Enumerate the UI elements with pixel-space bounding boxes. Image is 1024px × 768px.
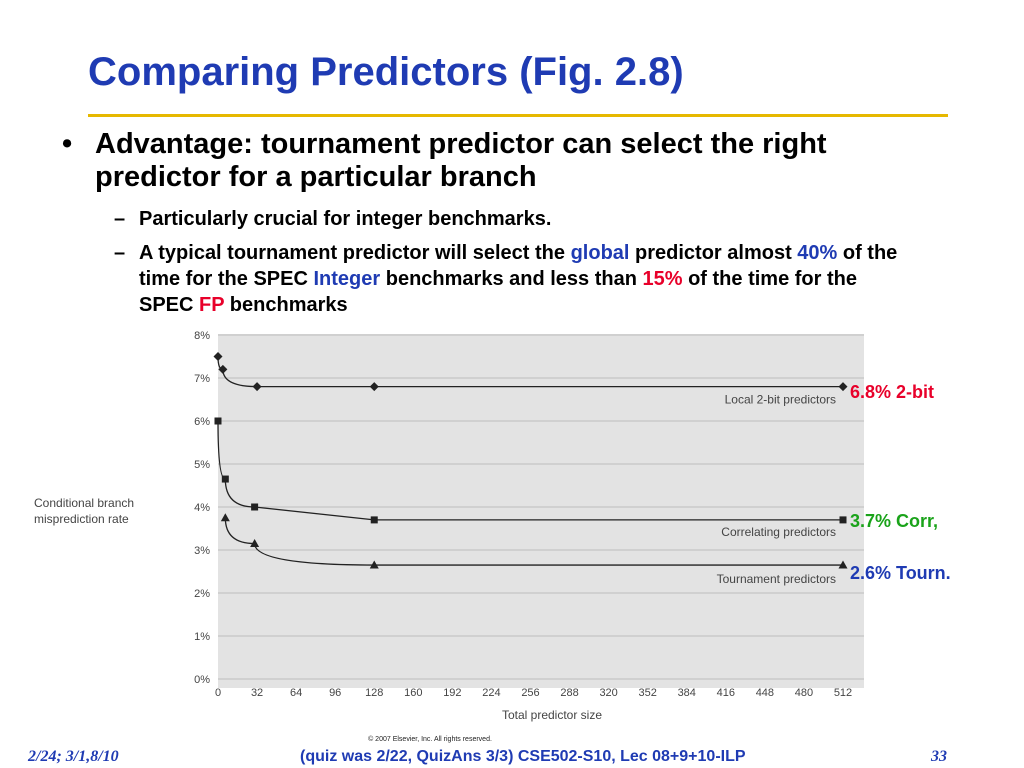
series-group: Local 2-bit predictors Correlating predic… bbox=[213, 352, 848, 586]
x-tick-label: 224 bbox=[482, 687, 500, 699]
data-point bbox=[839, 516, 847, 524]
grid-lines bbox=[218, 334, 864, 680]
x-tick-label: 256 bbox=[521, 687, 539, 699]
x-tick-label: 192 bbox=[443, 687, 461, 699]
x-tick-label: 512 bbox=[834, 687, 852, 699]
misprediction-chart: 0% 1% 2% 3% 4% 5% 6% 7% 8% 0 32 64 96 128 160 192 224 25… bbox=[34, 330, 864, 743]
sub-bullet-1-text: Particularly crucial for integer benchma… bbox=[139, 208, 552, 230]
data-point bbox=[252, 382, 262, 392]
text-run: benchmarks bbox=[224, 294, 348, 316]
sub-bullet-marker: – bbox=[114, 242, 126, 264]
text-run: of the time for the SPEC bbox=[139, 242, 898, 290]
series-label: Tournament predictors bbox=[717, 572, 836, 586]
data-point bbox=[369, 560, 379, 569]
x-tick-label: 384 bbox=[678, 687, 696, 699]
footer-dates: 2/24; 3/1,8/10 bbox=[28, 748, 119, 765]
annotation-correlating: 3.7% Corr, bbox=[850, 511, 939, 531]
slide-number: 33 bbox=[931, 748, 947, 765]
y-tick-label: 1% bbox=[194, 631, 210, 643]
y-tick-label: 4% bbox=[194, 502, 210, 514]
data-point bbox=[838, 382, 848, 392]
y-tick-label: 8% bbox=[194, 330, 210, 342]
text-run: A typical tournament predictor will sele… bbox=[139, 242, 571, 264]
plot-area bbox=[218, 334, 864, 688]
data-point bbox=[250, 539, 260, 548]
slide-title: Comparing Predictors (Fig. 2.8) bbox=[88, 50, 684, 94]
highlight-40-percent: 40% bbox=[797, 242, 838, 264]
data-point bbox=[220, 513, 230, 522]
series-label: Correlating predictors bbox=[721, 525, 836, 539]
x-tick-label: 480 bbox=[795, 687, 813, 699]
x-tick-label: 32 bbox=[251, 687, 263, 699]
series-line bbox=[224, 517, 843, 566]
data-point bbox=[370, 516, 378, 524]
data-point bbox=[221, 475, 229, 483]
highlight-global: global bbox=[570, 242, 630, 264]
y-tick-label: 7% bbox=[194, 373, 210, 385]
series-label: Local 2-bit predictors bbox=[725, 393, 836, 407]
x-tick-label: 128 bbox=[365, 687, 383, 699]
data-point bbox=[251, 503, 259, 511]
x-tick-label: 416 bbox=[717, 687, 735, 699]
y-tick-label: 5% bbox=[194, 459, 210, 471]
y-tick-label: 2% bbox=[194, 588, 210, 600]
data-point bbox=[214, 417, 222, 425]
annotation-tournament: 2.6% Tourn. bbox=[850, 563, 951, 583]
y-axis-label-line: misprediction rate bbox=[34, 512, 129, 526]
x-tick-label: 320 bbox=[599, 687, 617, 699]
x-tick-labels: 0 32 64 96 128 160 192 224 256 288 320 352 384 416 448… bbox=[215, 687, 852, 699]
x-tick-label: 448 bbox=[756, 687, 774, 699]
x-tick-label: 288 bbox=[560, 687, 578, 699]
x-tick-label: 64 bbox=[290, 687, 302, 699]
y-tick-labels: 0% 1% 2% 3% 4% 5% 6% 7% 8% bbox=[194, 330, 210, 686]
text-run: benchmarks and less than bbox=[380, 268, 643, 290]
y-axis-label-line: Conditional branch bbox=[34, 496, 134, 510]
highlight-15-percent: 15% bbox=[642, 268, 683, 290]
data-point bbox=[838, 560, 848, 569]
text-run: predictor almost bbox=[629, 242, 798, 264]
y-tick-label: 0% bbox=[194, 674, 210, 686]
y-tick-label: 6% bbox=[194, 416, 210, 428]
data-point bbox=[369, 382, 379, 392]
x-tick-label: 96 bbox=[329, 687, 341, 699]
sub-bullet-2-text: A typical tournament predictor will sele… bbox=[139, 240, 909, 318]
text-run: of the time for the SPEC bbox=[139, 268, 857, 316]
highlight-integer: Integer bbox=[313, 268, 381, 290]
footer-course: (quiz was 2/22, QuizAns 3/3) CSE502-S10,… bbox=[300, 748, 746, 765]
y-axis-label: Conditional branch misprediction rate bbox=[34, 496, 137, 526]
highlight-fp: FP bbox=[199, 294, 225, 316]
x-tick-label: 160 bbox=[404, 687, 422, 699]
sub-bullet-marker: – bbox=[114, 208, 126, 230]
x-tick-label: 352 bbox=[639, 687, 657, 699]
bullet-marker: • bbox=[62, 128, 73, 160]
title-underline bbox=[88, 114, 948, 117]
x-axis-label: Total predictor size bbox=[502, 708, 602, 722]
main-bullet-text: Advantage: tournament predictor can sele… bbox=[95, 128, 827, 193]
copyright-notice: © 2007 Elsevier, Inc. All rights reserve… bbox=[368, 735, 492, 743]
data-point bbox=[218, 364, 228, 374]
x-tick-label: 0 bbox=[215, 687, 221, 699]
y-tick-label: 3% bbox=[194, 545, 210, 557]
data-point bbox=[213, 352, 223, 361]
annotation-local: 6.8% 2-bit bbox=[850, 382, 935, 402]
